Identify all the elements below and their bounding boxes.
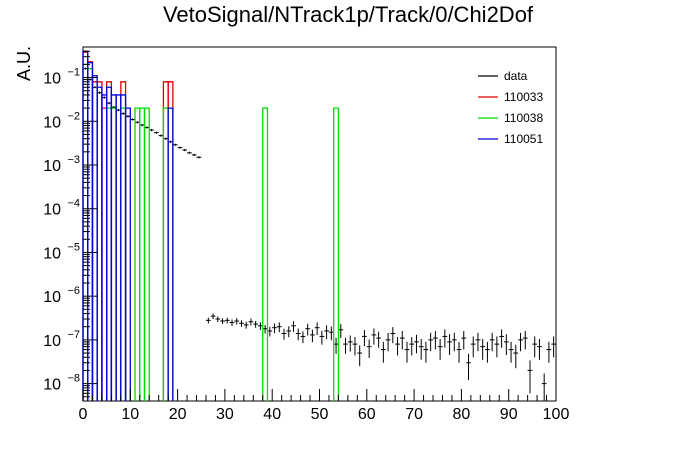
y-tick-exponent: −8 [67,373,80,385]
plot-frame [82,46,557,402]
x-tick-label: 90 [500,406,518,423]
x-tick-label: 20 [169,406,187,423]
y-axis-label: A.U. [14,46,34,81]
y-axis: 10 −8 10 −7 10 −6 10 −5 10 −4 10 −3 10 −2 10 −1 [43,46,97,402]
legend-label: data [504,69,528,83]
legend-label: 110033 [504,90,543,104]
x-tick-label: 100 [543,406,570,423]
y-tick-label: 10 [43,245,61,262]
legend: data 110033 110038 110051 [478,69,543,146]
x-tick-label: 60 [358,406,376,423]
y-tick-label: 10 [43,158,61,175]
y-tick-exponent: −3 [67,154,80,166]
x-tick-label: 10 [121,406,139,423]
plot-area [82,46,557,402]
histogram-bin [167,107,174,401]
y-tick-exponent: −4 [67,198,80,210]
series-data [83,67,556,401]
x-tick-label: 80 [453,406,471,423]
y-tick-label: 10 [43,114,61,131]
y-tick-label: 10 [43,333,61,350]
histogram-bin [262,107,269,401]
histogram-bin [333,107,340,401]
y-tick-exponent: −7 [67,329,80,341]
y-tick-label: 10 [43,377,61,394]
series-layer [82,50,556,401]
y-tick-exponent: −6 [67,285,80,297]
x-tick-label: 30 [216,406,234,423]
y-tick-exponent: −5 [67,241,80,253]
y-tick-label: 10 [43,289,61,306]
x-axis: 0 10 20 30 40 50 60 70 80 90 100 [79,389,570,423]
legend-label: 110051 [504,132,543,146]
x-tick-label: 40 [263,406,281,423]
y-tick-label: 10 [43,71,61,88]
x-tick-label: 50 [311,406,329,423]
histogram-bin [124,107,131,401]
histogram-bin [143,107,150,401]
y-tick-exponent: −1 [67,67,80,79]
legend-label: 110038 [504,111,543,125]
x-tick-label: 0 [79,406,88,423]
x-tick-label: 70 [405,406,423,423]
y-tick-label: 10 [43,202,61,219]
y-tick-exponent: −2 [67,110,80,122]
chart-title: VetoSignal/NTrack1p/Track/0/Chi2Dof [162,2,534,27]
